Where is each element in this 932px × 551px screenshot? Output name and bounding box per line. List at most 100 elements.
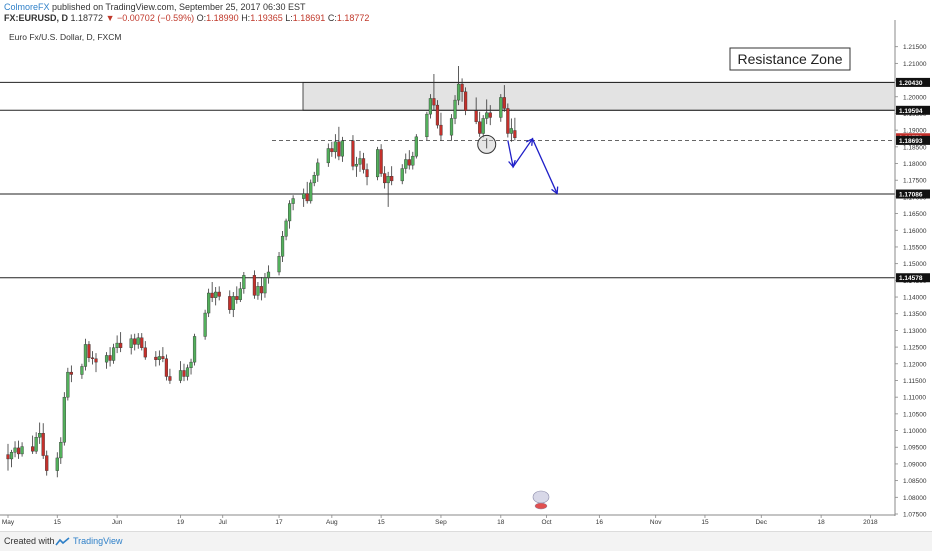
candle-up [340,140,344,157]
created-with-text: Created with [4,536,55,546]
candle-down [513,130,517,139]
candle-up [280,236,285,257]
candle-up [499,97,503,118]
x-tick-label: 15 [701,519,709,526]
candle-up [178,370,183,381]
open-label: O: [196,13,207,23]
candle-up [456,83,461,101]
annotation-box[interactable] [729,47,851,71]
candle-up [83,344,88,367]
price-level-tag [896,105,930,115]
x-tick-label: Aug [326,519,338,526]
y-tick-label: 1.18000 [903,161,927,168]
projection-arrow [507,137,558,194]
price-change: −0.00702 (−0.59%) [117,13,195,23]
candle-up [316,162,320,176]
candle-up [309,182,313,202]
footer-bar: Created with TradingView [0,531,932,551]
x-tick-label: 16 [596,519,604,526]
tradingview-brand[interactable]: TradingView [73,536,123,546]
candle-down [182,370,186,377]
candle-down [502,97,506,109]
candle-down [351,140,355,167]
candle-up [185,367,190,377]
y-tick-label: 1.16500 [903,211,927,218]
candle-up [136,337,140,345]
y-tick-label: 1.20000 [903,94,927,101]
candle-down [478,121,482,134]
y-tick-label: 1.11500 [903,378,926,385]
y-tick-label: 1.21500 [903,44,927,51]
candle-down [252,275,256,296]
price-level-tag [896,273,930,283]
last-price: 1.18772 [70,13,104,23]
arrowhead [525,137,534,146]
price-level-text: 1.18693 [899,138,923,145]
candle-down [45,455,49,471]
candle-up [157,356,161,360]
candle-down [474,110,478,122]
y-tick-label: 1.15500 [903,244,927,251]
candle-down [69,371,73,375]
candle-up [414,136,418,157]
y-tick-label: 1.10000 [903,428,927,435]
x-tick-label: Oct [541,519,551,526]
candle-down [108,355,112,361]
watermark-logo-icon [532,490,550,510]
candle-up [284,220,288,237]
candle-down [435,104,440,126]
candle-down [235,296,239,300]
candle-down [31,446,35,452]
resistance-zone [302,82,896,111]
candle-up [59,442,63,459]
candle-down [228,296,232,310]
y-tick-label: 1.08000 [903,495,927,502]
candle-up [449,118,454,136]
candle-up [214,291,218,298]
candle-down [361,158,366,170]
close-value: 1.18772 [336,13,370,23]
y-tick-label: 1.09500 [903,445,927,452]
price-chart[interactable]: Euro Fx/U.S. Dollar, D, FXCM Resistance … [0,0,932,531]
candle-up [312,174,316,184]
candle-down [337,141,341,157]
candle-down [383,173,387,184]
down-arrow-icon: ▼ [105,13,115,23]
close-label: C: [327,13,337,23]
candle-down [305,193,309,202]
candle-up [277,256,281,273]
candle-down [217,291,221,297]
x-tick-label: Jun [112,519,123,526]
candle-up [55,457,59,471]
candle-up [428,98,432,115]
candle-down [460,83,464,92]
candle-down [168,376,172,381]
arrowhead [551,186,559,195]
candle-down [464,91,468,111]
price-level-tag [896,189,930,199]
candle-down [119,342,123,348]
x-tick-label: Dec [755,519,767,526]
candles [6,66,517,478]
candle-up [256,286,260,296]
y-tick-label: 1.09000 [903,461,927,468]
x-tick-label: 17 [275,519,283,526]
y-tick-label: 1.21000 [903,61,927,68]
candle-up [411,155,415,166]
y-tick-label: 1.11000 [903,395,926,402]
candle-up [66,371,70,398]
publish-text: published on TradingView.com, September … [52,2,306,12]
y-tick-label: 1.14000 [903,295,927,302]
author-name[interactable]: ColmoreFX [4,2,50,12]
candle-down [390,176,394,182]
projection-arrowheads [508,137,559,195]
x-tick-label: 19 [177,519,185,526]
candle-up [34,437,38,452]
candle-up [111,347,116,361]
x-tick-label: Jul [219,519,228,526]
y-tick-label: 1.10500 [903,411,927,418]
candle-up [20,446,24,455]
tradingview-logo-icon [55,537,70,546]
candle-down [379,149,383,174]
candle-down [16,447,21,455]
